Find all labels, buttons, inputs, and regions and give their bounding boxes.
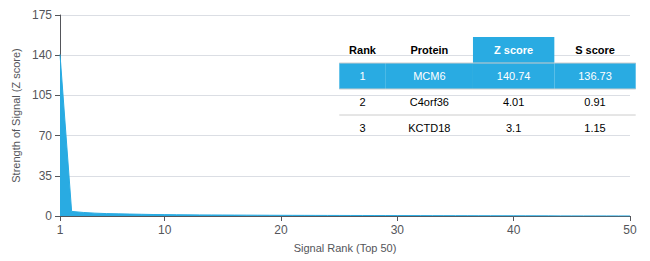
svg-text:S score: S score <box>575 44 615 56</box>
svg-text:175: 175 <box>32 8 52 22</box>
svg-text:3: 3 <box>359 122 365 134</box>
svg-text:Z score: Z score <box>494 44 533 56</box>
svg-text:2: 2 <box>359 96 365 108</box>
svg-text:140: 140 <box>32 48 52 62</box>
svg-text:40: 40 <box>507 223 521 237</box>
svg-text:1: 1 <box>359 70 365 82</box>
svg-text:Strength of Signal (Z score): Strength of Signal (Z score) <box>10 48 22 183</box>
svg-text:30: 30 <box>391 223 405 237</box>
svg-text:C4orf36: C4orf36 <box>410 96 449 108</box>
svg-text:KCTD18: KCTD18 <box>408 122 450 134</box>
svg-text:10: 10 <box>158 223 172 237</box>
svg-text:1.15: 1.15 <box>584 122 605 134</box>
svg-text:50: 50 <box>623 223 637 237</box>
svg-text:4.01: 4.01 <box>503 96 524 108</box>
svg-text:35: 35 <box>39 169 53 183</box>
svg-text:105: 105 <box>32 88 52 102</box>
svg-text:Signal Rank (Top 50): Signal Rank (Top 50) <box>294 242 397 254</box>
svg-text:140.74: 140.74 <box>497 70 531 82</box>
svg-text:136.73: 136.73 <box>578 70 612 82</box>
svg-text:0: 0 <box>45 209 52 223</box>
svg-text:Protein: Protein <box>410 44 448 56</box>
svg-text:20: 20 <box>274 223 288 237</box>
svg-text:3.1: 3.1 <box>506 122 521 134</box>
svg-text:70: 70 <box>39 129 53 143</box>
svg-text:MCM6: MCM6 <box>413 70 445 82</box>
svg-text:Rank: Rank <box>349 44 377 56</box>
svg-text:0.91: 0.91 <box>584 96 605 108</box>
svg-text:1: 1 <box>57 223 64 237</box>
